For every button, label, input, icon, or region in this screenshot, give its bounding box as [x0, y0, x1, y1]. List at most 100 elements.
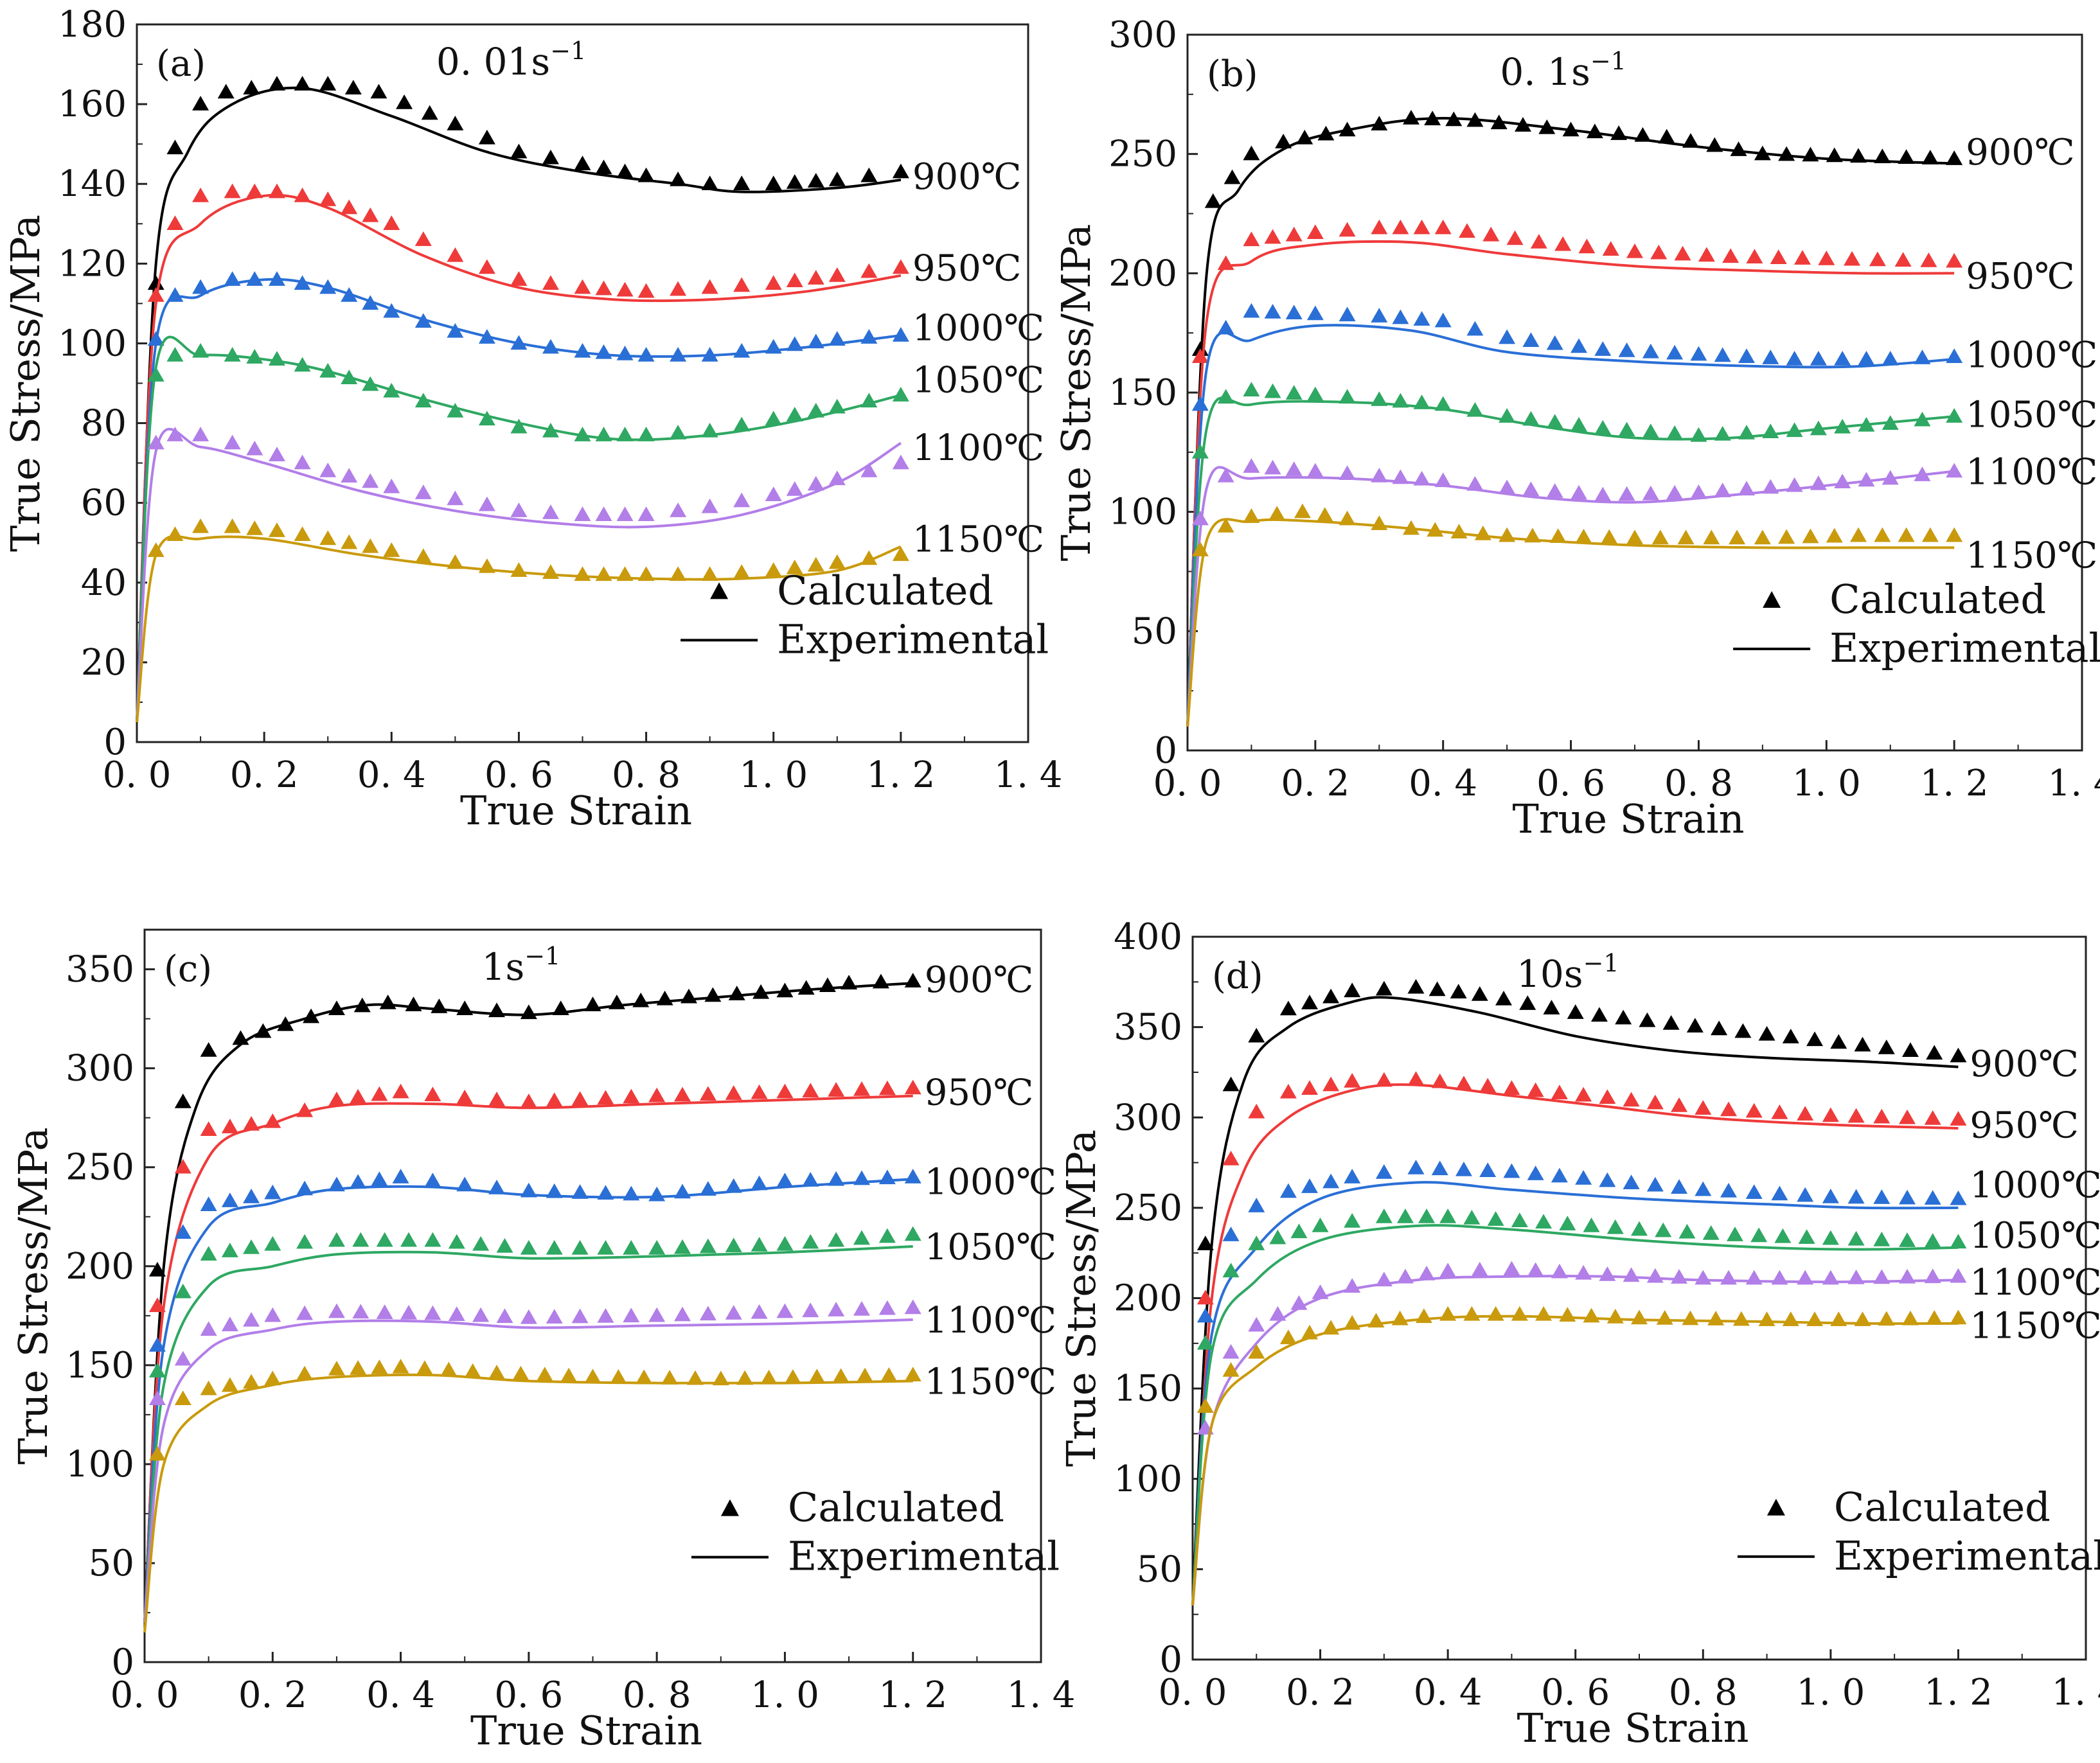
calculated-point	[1858, 472, 1875, 487]
calculated-point	[686, 1370, 704, 1385]
calculated-point	[1191, 510, 1209, 526]
calculated-point	[1590, 1007, 1608, 1022]
calculated-point	[904, 1299, 921, 1315]
calculated-point	[1306, 224, 1324, 239]
calculated-point	[1599, 1172, 1616, 1187]
calculated-point	[733, 492, 751, 508]
calculated-point	[1738, 348, 1755, 364]
calculated-point	[1499, 329, 1516, 344]
y-tick-label: 80	[81, 403, 127, 445]
series-1050C: 1050℃	[1186, 382, 2097, 727]
calculated-point	[765, 339, 782, 354]
calculated-point	[1546, 483, 1563, 498]
y-tick-label: 100	[1114, 1458, 1182, 1500]
calculated-point	[670, 281, 687, 296]
calculated-point	[1490, 114, 1508, 130]
calculated-point	[1392, 393, 1409, 408]
calculated-point	[1197, 1307, 1214, 1323]
calculated-point	[1413, 219, 1430, 235]
calculated-point	[560, 1367, 578, 1383]
calculated-point	[1810, 475, 1827, 490]
calculated-point	[1243, 303, 1260, 318]
calculated-point	[832, 1368, 850, 1383]
calculated-point	[1367, 1313, 1385, 1328]
temperature-label: 1100℃	[1966, 452, 2097, 493]
calculated-point	[1344, 1315, 1361, 1330]
calculated-point	[1656, 1310, 1673, 1325]
calculated-point	[1248, 1103, 1265, 1119]
calculated-point	[878, 1169, 896, 1185]
calculated-point	[1434, 472, 1452, 488]
calculated-point	[414, 484, 432, 499]
calculated-point	[1830, 1311, 1847, 1326]
calculated-point	[264, 1184, 281, 1200]
x-tick-label: 0. 0	[1153, 763, 1222, 804]
y-axis-label: True Stress/MPa	[1058, 1130, 1105, 1467]
calculated-point	[1738, 481, 1755, 496]
calculated-point	[1279, 1183, 1297, 1198]
calculated-point	[1222, 1227, 1240, 1241]
calculated-point	[1626, 529, 1643, 545]
calculated-point	[1339, 222, 1356, 237]
calculated-point	[1946, 150, 1963, 165]
calculated-point	[595, 280, 612, 296]
y-tick-label: 200	[1108, 252, 1177, 294]
calculated-point	[1339, 465, 1356, 481]
calculated-point	[1618, 342, 1635, 357]
experimental-line	[1186, 396, 1955, 727]
calculated-point	[1519, 995, 1536, 1010]
calculated-point	[224, 434, 241, 450]
temperature-label: 950℃	[1970, 1105, 2079, 1147]
calculated-point	[1794, 250, 1811, 265]
calculated-point	[736, 1370, 754, 1385]
calculated-point	[192, 96, 209, 111]
calculated-point	[1746, 249, 1763, 264]
experimental-line	[1191, 1181, 1959, 1606]
calculated-point	[597, 1090, 614, 1105]
calculated-point	[447, 116, 464, 130]
calculated-point	[1646, 1268, 1664, 1283]
calculated-point	[802, 1302, 819, 1318]
calculated-point	[828, 172, 846, 186]
calculated-point	[1344, 1278, 1361, 1293]
calculated-point	[637, 283, 655, 298]
calculated-point	[1431, 1160, 1448, 1176]
calculated-point	[610, 1369, 627, 1384]
calculated-point	[1392, 219, 1409, 235]
calculated-point	[699, 1306, 716, 1321]
calculated-point	[341, 369, 358, 384]
calculated-point	[414, 548, 432, 563]
calculated-point	[1646, 1176, 1664, 1192]
calculated-point	[1732, 1311, 1750, 1326]
calculated-point	[1921, 150, 1939, 164]
calculated-point	[424, 1086, 441, 1102]
calculated-point	[661, 1370, 679, 1385]
x-axis-label: True Strain	[470, 1707, 702, 1754]
calculated-point	[1703, 529, 1720, 545]
calculated-point	[1191, 443, 1209, 459]
calculated-point	[892, 454, 909, 470]
calculated-point	[148, 1390, 166, 1405]
x-tick-label: 1. 4	[2048, 763, 2100, 804]
calculated-point	[1375, 980, 1393, 996]
calculated-point	[1499, 479, 1516, 495]
series-900C: 900℃	[143, 959, 1033, 1623]
temperature-label: 1000℃	[1970, 1164, 2100, 1206]
experimental-line	[143, 1245, 913, 1623]
calculated-point	[1413, 470, 1430, 486]
calculated-point	[546, 1092, 563, 1107]
calculated-point	[192, 187, 209, 202]
calculated-point	[1606, 1219, 1624, 1234]
calculated-point	[362, 376, 379, 391]
calculated-point	[1714, 425, 1731, 441]
calculated-point	[1924, 1190, 1941, 1205]
calculated-point	[488, 1365, 506, 1379]
series-1150C: 1150℃	[1191, 1306, 2100, 1606]
calculated-point	[1690, 427, 1707, 442]
x-tick-label: 0. 6	[1541, 1672, 1610, 1714]
strain-rate-value: 10s	[1517, 952, 1583, 996]
calculated-point	[383, 478, 400, 493]
calculated-point	[1758, 1311, 1775, 1326]
calculated-point	[860, 393, 878, 408]
calculated-point	[776, 1083, 794, 1099]
